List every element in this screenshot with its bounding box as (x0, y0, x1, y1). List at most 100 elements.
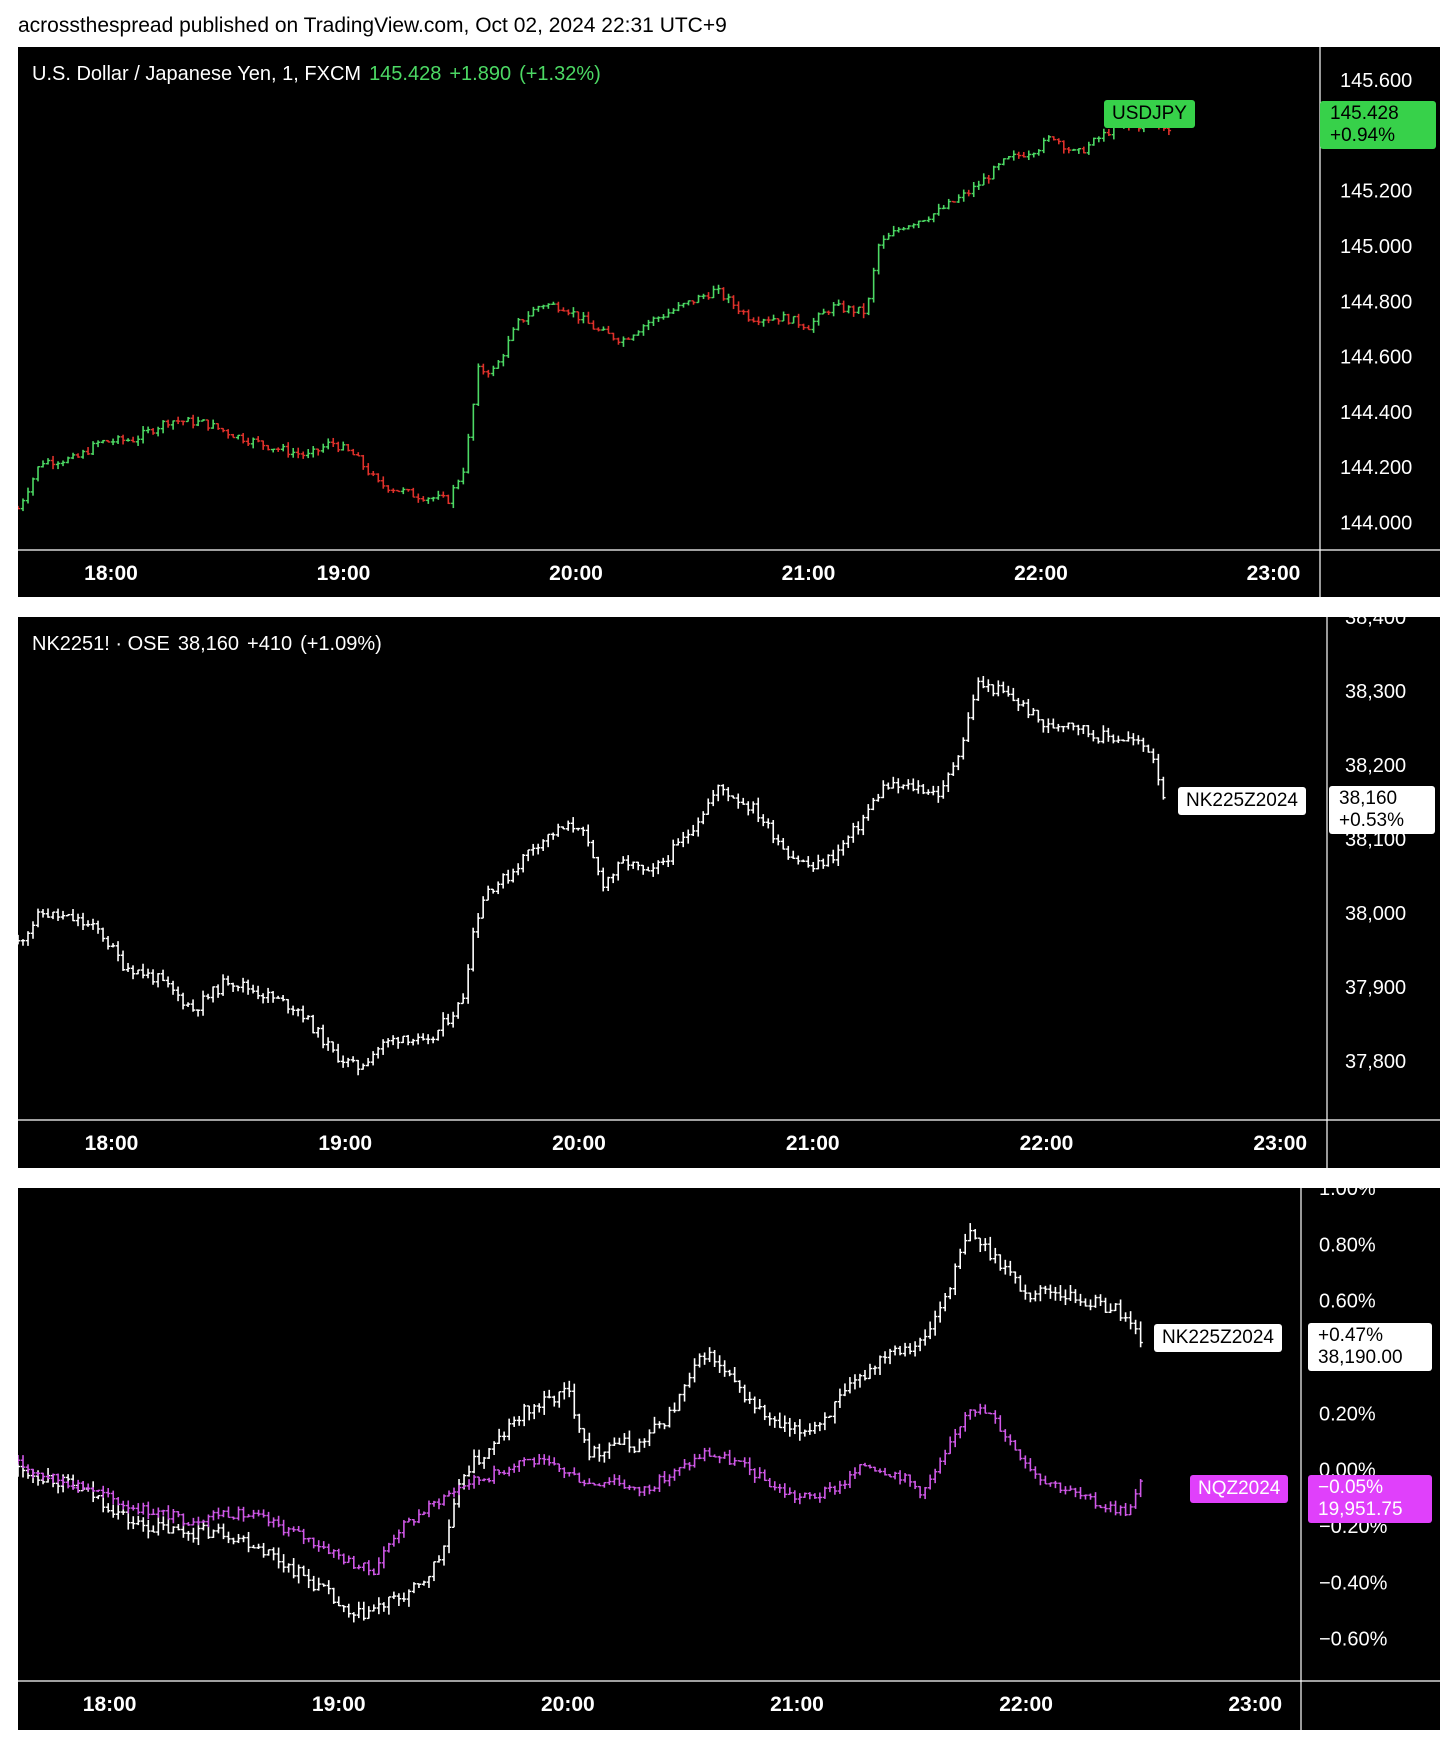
usdjpy-bar (761, 318, 766, 327)
compare-nk225-bar (892, 1345, 898, 1356)
nk225-bar (766, 818, 771, 829)
usdjpy-bar (1096, 136, 1102, 143)
compare-nqz-bar (762, 1469, 767, 1482)
nk225-bar (185, 1002, 191, 1008)
nk225-bar (731, 795, 736, 799)
x-tick-label: 19:00 (318, 1132, 372, 1155)
usdjpy-bar (976, 180, 981, 190)
compare-nqz-bar (802, 1492, 808, 1498)
comparison-chart-panel[interactable]: 1.00% 0.80% 0.60% 0.20% 0.00% −0.20% −0.40% −0.… (18, 1188, 1440, 1730)
compare-nqz-bar (1033, 1466, 1038, 1479)
usdjpy-bar (65, 456, 71, 464)
compare-nk225-bar (557, 1391, 562, 1408)
nk225-bar (1016, 697, 1021, 712)
usdjpy-bar (781, 311, 786, 322)
usdjpy-bar (366, 463, 371, 476)
compare-nk225-bar (206, 1524, 211, 1539)
comparison-chart[interactable]: 1.00%0.80%0.60%0.20%0.00%−0.20%−0.40%−0.… (18, 1188, 1440, 1730)
nk225-bar (335, 1043, 341, 1063)
x-tick-label: 18:00 (85, 1132, 139, 1155)
compare-nk225-bar (687, 1372, 692, 1388)
compare-nqz-bar (1078, 1487, 1083, 1500)
usdjpy-bar (185, 416, 191, 423)
compare-nk225-bar (1043, 1285, 1048, 1295)
compare-nqz-bar (40, 1472, 46, 1481)
compare-nk225-bar (978, 1237, 983, 1253)
usdjpy-bar (596, 327, 601, 332)
usdjpy-bar (1051, 136, 1056, 141)
compare-nqz-bar (341, 1553, 346, 1565)
nk225-chart[interactable]: 38,400 38,300 38,200 38,100 38,000 37,900 37,8… (18, 617, 1440, 1168)
nk225-bar (485, 885, 491, 901)
usdjpy-change-pct: (+1.32%) (519, 63, 601, 85)
compare-nk225-bar (356, 1601, 361, 1619)
x-tick-label: 21:00 (782, 562, 836, 585)
compare-nqz-symbol-tag: NQZ2024 (1190, 1475, 1289, 1503)
compare-nqz-bar (662, 1471, 667, 1484)
nk225-bar (625, 855, 631, 871)
usdjpy-bar (691, 300, 696, 305)
compare-nqz-bar (266, 1511, 271, 1527)
nk225-bar (360, 1063, 366, 1070)
usdjpy-bar (1031, 152, 1036, 158)
nk225-bar (315, 1026, 321, 1038)
usdjpy-bar (291, 447, 296, 458)
nk225-bar (375, 1046, 381, 1059)
nk225-bar (115, 941, 121, 962)
nk225-bar (696, 817, 701, 837)
compare-nk225-bar (261, 1542, 266, 1558)
compare-nqz-bar (927, 1474, 933, 1490)
usdjpy-bar (1081, 146, 1087, 154)
usdjpy-bar (661, 314, 666, 320)
compare-nk225-bar (1113, 1303, 1118, 1312)
nk225-bar (150, 969, 156, 985)
compare-nqz-bar (386, 1542, 392, 1553)
compare-nk225-bar (526, 1405, 532, 1421)
usdjpy-chart[interactable]: 145.600 145.200 145.000 144.800 144.600 144.4… (18, 47, 1440, 597)
nk225-bar (470, 927, 476, 972)
nk225-bar (265, 987, 271, 1003)
compare-nqz-bar (872, 1466, 878, 1472)
usdjpy-bar (120, 434, 126, 445)
usdjpy-bar (70, 452, 76, 460)
nk225-bar (666, 855, 671, 868)
compare-nqz-bar (231, 1516, 236, 1520)
usdjpy-bar (666, 308, 671, 318)
compare-nqz-bar (281, 1519, 286, 1536)
compare-nk225-bar (316, 1577, 321, 1591)
nk225-bar (1046, 718, 1051, 734)
compare-nk225-pct: +0.47% (1318, 1325, 1383, 1346)
usdjpy-bar (1036, 149, 1041, 156)
compare-nqz-bar (777, 1483, 782, 1493)
nk225-chart-panel[interactable]: 38,400 38,300 38,200 38,100 38,000 37,900 37,8… (18, 617, 1440, 1168)
compare-nk225-bar (1023, 1284, 1028, 1300)
usdjpy-bar (726, 293, 731, 304)
nk225-bar (50, 911, 56, 920)
nk225-bar (500, 873, 506, 889)
nk225-bar (255, 985, 261, 1000)
usdjpy-bar (18, 505, 21, 510)
compare-nk225-bar (877, 1355, 883, 1375)
compare-nk225-bar (772, 1416, 777, 1428)
compare-nk225-bar (301, 1565, 306, 1577)
compare-nqz-bar (461, 1485, 467, 1489)
compare-nqz-bar (677, 1466, 682, 1476)
compare-nk225-bar (592, 1445, 597, 1458)
nk225-bar (535, 843, 541, 855)
compare-nqz-bar (1043, 1475, 1048, 1485)
usdjpy-chart-panel[interactable]: 145.600 145.200 145.000 144.800 144.600 144.4… (18, 47, 1440, 597)
nk225-bar (345, 1057, 351, 1068)
compare-nqz-bar (211, 1510, 216, 1521)
usdjpy-bar (681, 302, 686, 308)
compare-nqz-bar (587, 1478, 592, 1485)
nk225-bar (926, 789, 931, 795)
nk225-bar (806, 856, 811, 868)
compare-nqz-bar (702, 1447, 707, 1462)
compare-nk225-bar (521, 1403, 527, 1427)
usdjpy-bar (461, 467, 466, 485)
compare-nqz-bar (1073, 1487, 1078, 1498)
compare-nk225-bar (291, 1558, 296, 1579)
nk225-bar (1041, 719, 1046, 733)
nk225-bar (726, 787, 731, 802)
compare-nk225-bar (121, 1509, 126, 1515)
